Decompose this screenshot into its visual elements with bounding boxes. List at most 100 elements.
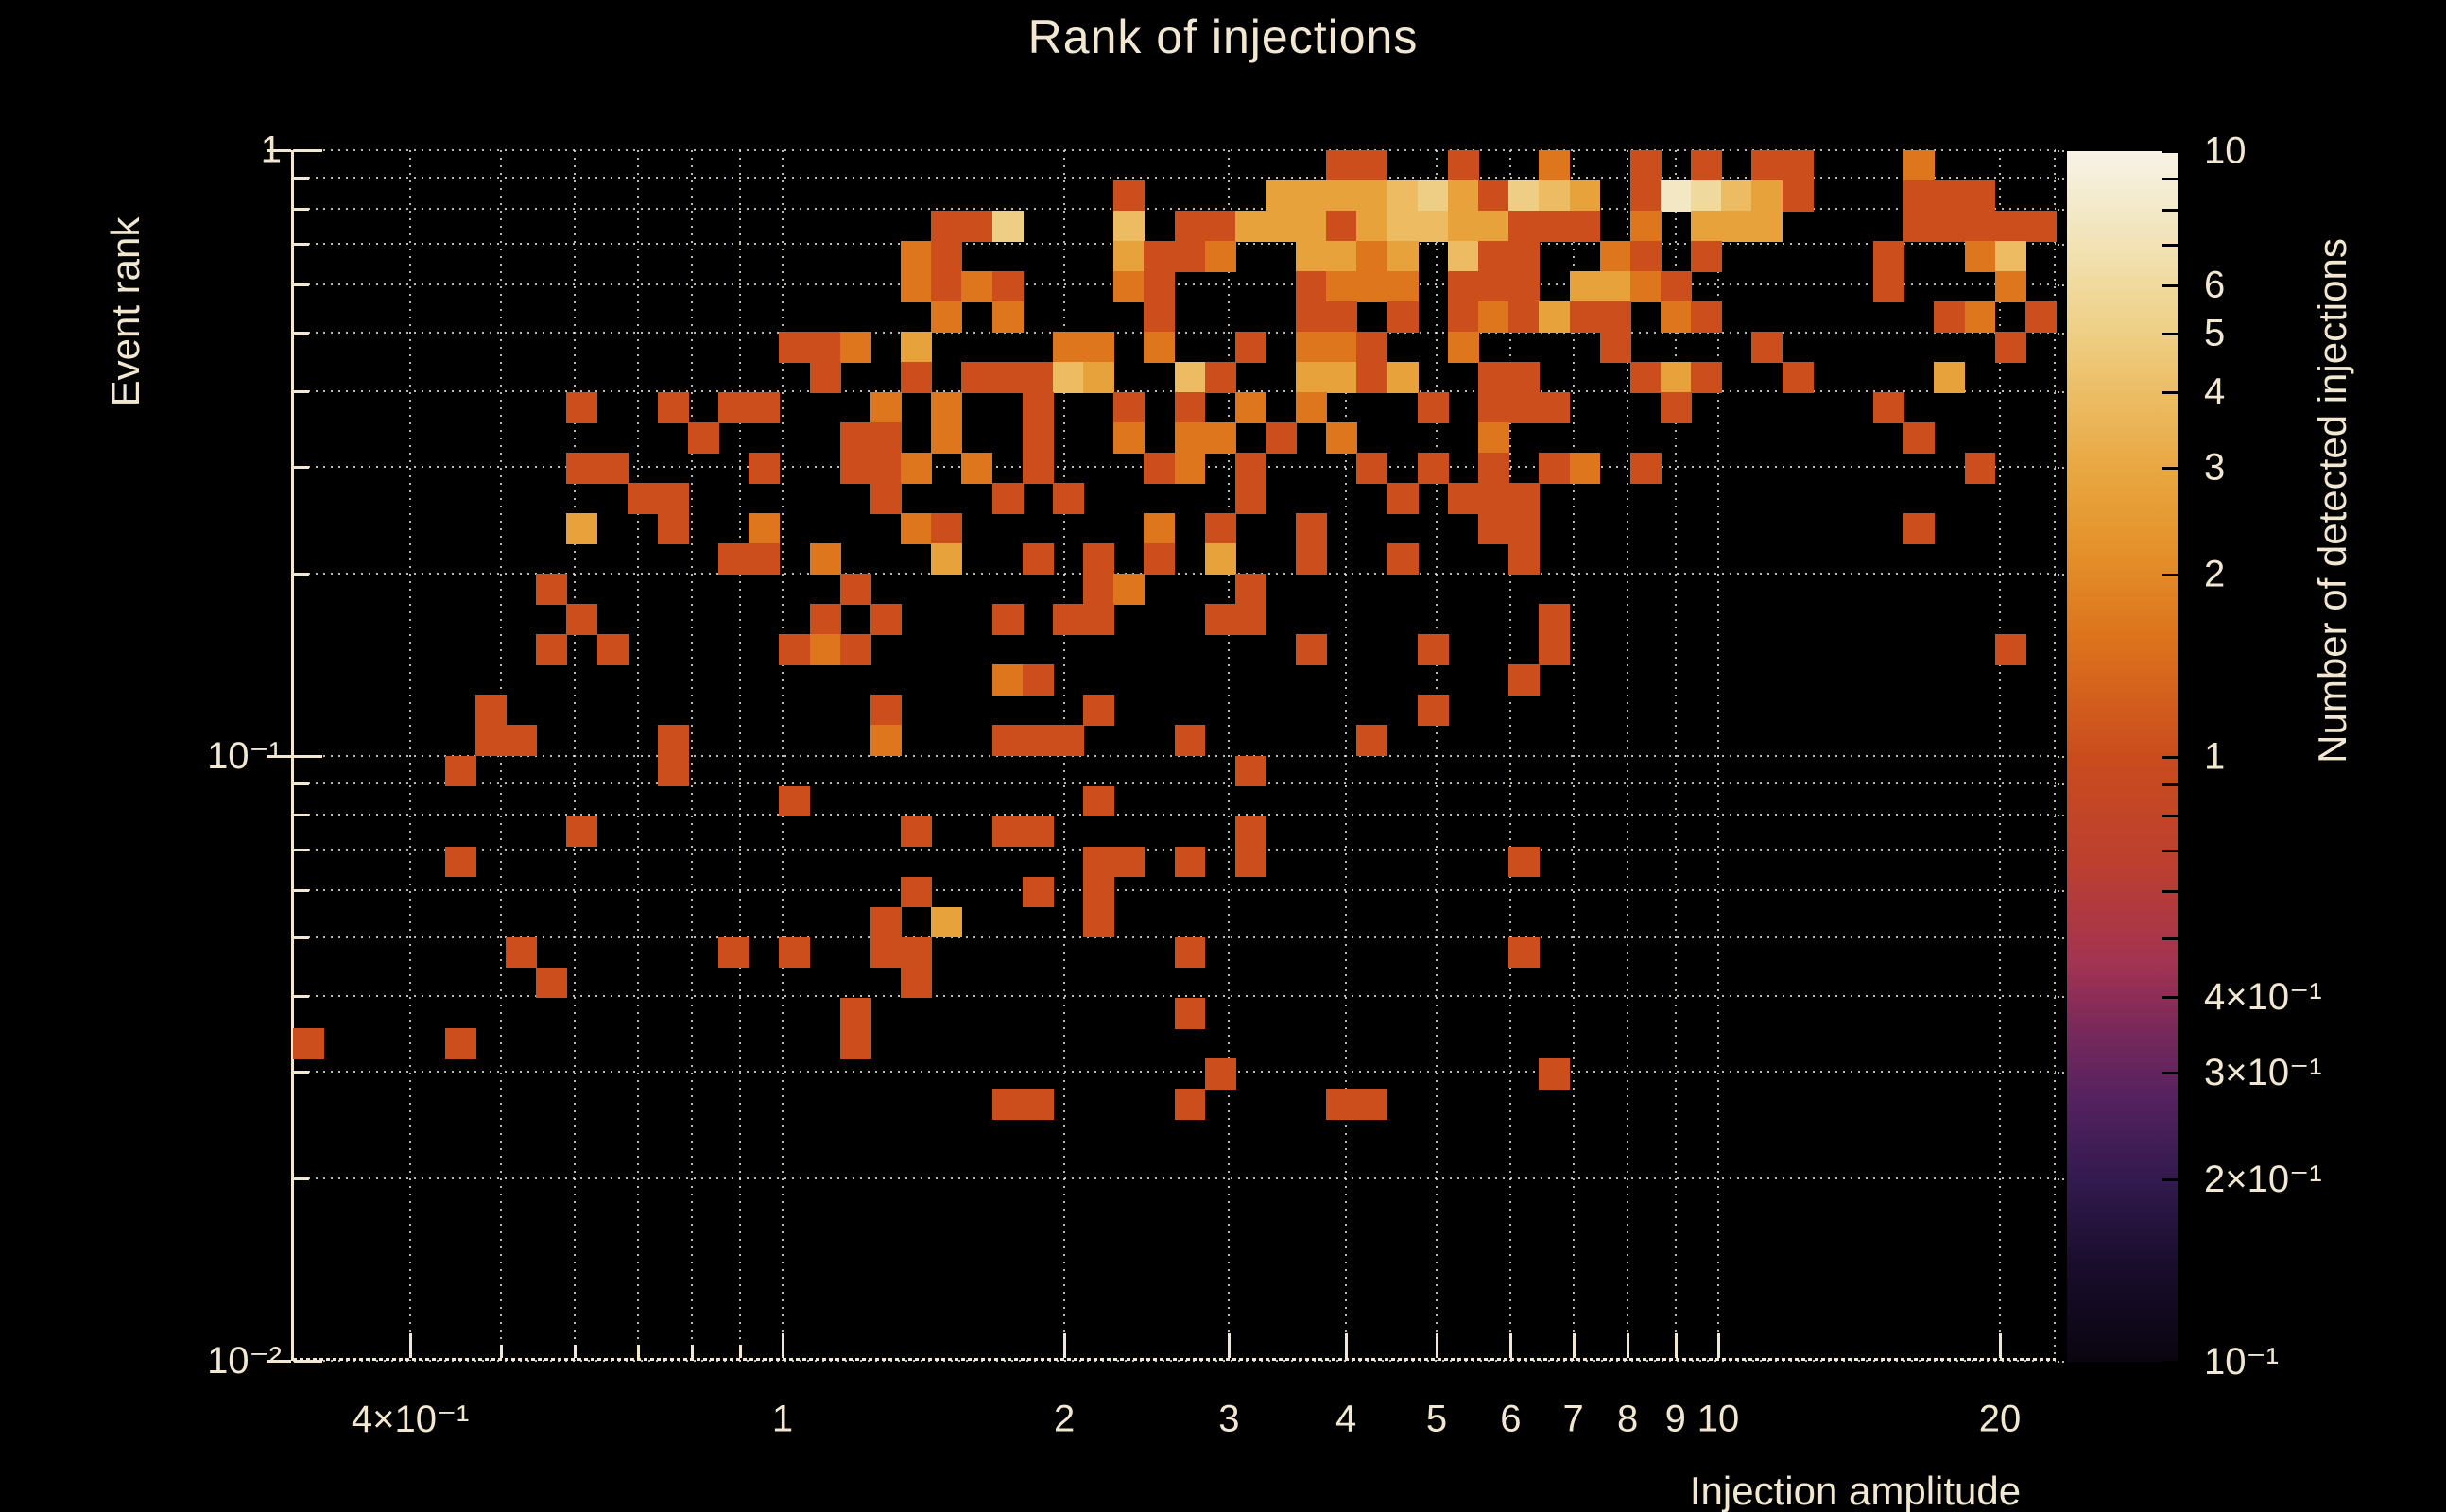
heatmap-cell xyxy=(1174,997,1206,1029)
heatmap-cell xyxy=(1296,392,1328,423)
heatmap-cell xyxy=(1296,543,1328,576)
heatmap-cell xyxy=(1234,332,1266,363)
heatmap-cell xyxy=(870,453,902,485)
colorbar-tick-label: 2 xyxy=(2204,553,2226,595)
heatmap-cell xyxy=(1083,332,1114,363)
x-gridline xyxy=(1228,150,1231,1361)
heatmap-cell xyxy=(1447,180,1479,212)
heatmap-cell xyxy=(1447,483,1479,515)
heatmap-cell xyxy=(1903,211,1936,242)
heatmap-cell xyxy=(1934,301,1966,333)
x-axis-line xyxy=(293,1358,2056,1361)
heatmap-cell xyxy=(1204,362,1236,393)
colorbar-tick-label: 10⁻¹ xyxy=(2204,1341,2279,1383)
heatmap-cell xyxy=(444,755,476,787)
heatmap-cell xyxy=(1083,876,1114,908)
colorbar-tick-mark xyxy=(2162,814,2200,817)
y-axis-label: Event rank xyxy=(103,216,147,407)
heatmap-cell xyxy=(1326,332,1358,363)
colorbar-minor-tick xyxy=(2058,755,2067,758)
heatmap-cell xyxy=(931,301,963,333)
heatmap-cell xyxy=(1356,1088,1388,1120)
heatmap-cell xyxy=(444,1027,476,1059)
colorbar-minor-tick xyxy=(2058,1361,2067,1363)
heatmap-cell xyxy=(536,634,568,666)
heatmap-cell xyxy=(1447,332,1479,363)
heatmap-cell xyxy=(870,695,902,727)
x-tick-label: 4 xyxy=(1335,1398,1357,1440)
heatmap-cell xyxy=(474,695,507,727)
heatmap-cell xyxy=(991,816,1024,848)
heatmap-cell xyxy=(1782,180,1814,212)
y-tick-mark xyxy=(294,465,309,469)
x-gridline xyxy=(636,150,639,1361)
heatmap-cell xyxy=(1113,271,1145,302)
heatmap-cell xyxy=(1174,362,1206,393)
heatmap-cell xyxy=(1144,271,1176,302)
heatmap-cell xyxy=(1174,392,1206,423)
heatmap-cell xyxy=(1234,392,1266,423)
heatmap-cell xyxy=(1356,241,1388,272)
heatmap-cell xyxy=(1417,211,1449,242)
colorbar-minor-tick xyxy=(2058,849,2067,851)
heatmap-cell xyxy=(1508,543,1541,576)
heatmap-cell xyxy=(1508,180,1541,212)
colorbar-minor-tick xyxy=(2058,996,2067,999)
colorbar-tick-label: 10 xyxy=(2204,129,2247,172)
heatmap-cell xyxy=(931,241,963,272)
heatmap-cell xyxy=(809,604,841,636)
heatmap-cell xyxy=(1934,211,1966,242)
heatmap-cell xyxy=(596,453,629,485)
heatmap-cell xyxy=(1964,453,1996,485)
y-gridline xyxy=(293,813,2056,816)
chart-title: Rank of injections xyxy=(1027,10,1419,63)
heatmap-cell xyxy=(1964,180,1996,212)
x-tick-label: 1 xyxy=(771,1398,794,1440)
heatmap-cell xyxy=(1387,301,1419,333)
heatmap-cell xyxy=(1539,150,1571,181)
plot-right-border xyxy=(2054,150,2056,1361)
x-tick-mark xyxy=(1999,1333,2003,1358)
heatmap-cell xyxy=(1417,453,1449,485)
y-gridline xyxy=(293,995,2056,998)
heatmap-cell xyxy=(809,362,841,393)
heatmap-cell xyxy=(991,664,1024,696)
heatmap-cell xyxy=(718,392,750,423)
colorbar-minor-tick xyxy=(2058,889,2067,892)
heatmap-cell xyxy=(1508,392,1541,423)
colorbar-tick-mark xyxy=(2162,209,2200,213)
heatmap-cell xyxy=(1478,422,1509,455)
heatmap-cell xyxy=(901,241,933,272)
colorbar-minor-tick xyxy=(2058,150,2067,152)
heatmap-cell xyxy=(1296,332,1328,363)
colorbar-tick-label: 5 xyxy=(2204,312,2226,354)
heatmap-cell xyxy=(931,271,963,302)
heatmap-cell xyxy=(1144,453,1176,485)
colorbar-tick-label: 6 xyxy=(2204,264,2226,306)
heatmap-cell xyxy=(1234,604,1266,636)
heatmap-cell xyxy=(1691,301,1723,333)
heatmap-cell xyxy=(749,453,781,485)
y-tick-mark xyxy=(294,936,309,940)
heatmap-cell xyxy=(931,211,963,242)
heatmap-cell xyxy=(1934,180,1966,212)
heatmap-cell xyxy=(1721,211,1753,242)
y-tick-mark xyxy=(294,848,309,851)
heatmap-cell xyxy=(1022,392,1054,423)
heatmap-cell xyxy=(1022,816,1054,848)
heatmap-cell xyxy=(1387,543,1419,576)
heatmap-cell xyxy=(1113,180,1145,212)
colorbar-tick-mark xyxy=(2162,390,2200,394)
heatmap-cell xyxy=(1204,543,1236,576)
colorbar-tick-label: 3 xyxy=(2204,446,2226,489)
heatmap-cell xyxy=(1508,301,1541,333)
y-tick-mark xyxy=(294,284,309,287)
heatmap-cell xyxy=(991,271,1024,302)
colorbar-minor-tick xyxy=(2058,466,2067,469)
x-tick-label: 5 xyxy=(1425,1398,1448,1440)
heatmap-cell xyxy=(1204,211,1236,242)
heatmap-cell xyxy=(901,513,933,545)
colorbar-minor-tick xyxy=(2058,814,2067,816)
heatmap-cell xyxy=(1599,332,1631,363)
colorbar-tick-mark xyxy=(2162,755,2200,759)
